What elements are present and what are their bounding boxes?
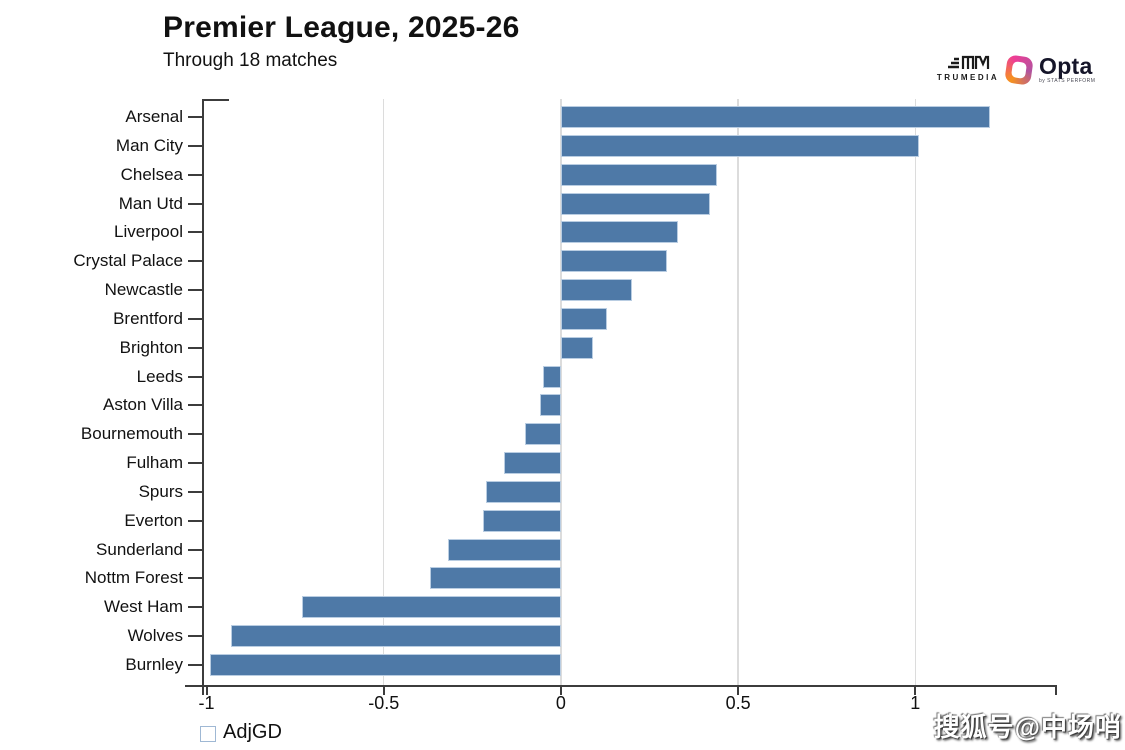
y-axis-tick <box>188 317 203 320</box>
bar-crystal-palace <box>560 250 668 273</box>
opta-sublabel: by STATS PERFORM <box>1039 78 1096 84</box>
bar-newcastle <box>560 279 632 302</box>
y-axis-tick <box>188 116 203 118</box>
x-axis-label: 1 <box>910 693 921 713</box>
category-label-fulham: Fulham <box>126 453 183 473</box>
bar-leeds <box>543 365 561 388</box>
x-axis-label: 0 <box>555 693 566 713</box>
y-axis-tick <box>188 231 203 234</box>
category-label-liverpool: Liverpool <box>114 222 183 242</box>
y-axis-tick <box>188 433 203 436</box>
x-axis-tick <box>382 686 385 695</box>
opta-ring-icon <box>1004 53 1034 86</box>
bar-spurs <box>486 480 561 503</box>
category-label-bournemouth: Bournemouth <box>80 424 183 444</box>
y-axis-tick <box>188 548 203 551</box>
trumedia-logo: TRUMEDIA <box>936 54 1000 82</box>
bar-bournemouth <box>525 423 561 446</box>
y-axis-tick <box>188 404 203 407</box>
y-axis-tick <box>188 173 203 176</box>
y-axis-tick <box>188 289 203 292</box>
x-axis-tick <box>205 686 208 695</box>
bar-brighton <box>560 336 593 359</box>
y-axis-tick <box>188 490 203 493</box>
category-label-chelsea: Chelsea <box>120 164 183 184</box>
x-axis-end-tick <box>1055 686 1057 695</box>
y-axis-tick <box>188 375 203 378</box>
bar-arsenal <box>560 106 990 128</box>
bar-liverpool <box>560 221 678 244</box>
opta-logo: Opta by STATS PERFORM <box>1004 53 1096 86</box>
bar-sunderland <box>447 538 561 561</box>
category-label-arsenal: Arsenal <box>125 107 183 126</box>
bar-man-utd <box>560 192 710 215</box>
y-axis-tick <box>188 260 203 263</box>
category-label-nottm-forest: Nottm Forest <box>84 568 183 588</box>
bar-chart-plot <box>203 97 1057 687</box>
y-axis-tick <box>188 144 203 147</box>
trumedia-icon <box>948 55 990 69</box>
x-axis-label: 0.5 <box>725 693 751 713</box>
category-label-leeds: Leeds <box>136 366 183 386</box>
legend: AdjGD <box>200 721 282 744</box>
category-label-west-ham: West Ham <box>103 597 183 617</box>
bar-brentford <box>560 307 607 330</box>
x-axis-line <box>185 685 1057 687</box>
gridline-1 <box>914 99 916 687</box>
category-label-crystal-palace: Crystal Palace <box>73 251 183 271</box>
x-axis-tick <box>914 686 917 695</box>
y-axis-tick <box>188 635 203 638</box>
y-axis-tick <box>188 663 203 666</box>
page-subtitle: Through 18 matches <box>163 50 338 71</box>
bar-man-city <box>560 134 919 157</box>
x-axis-label: -0.5 <box>368 693 400 713</box>
watermark: 搜狐号@中场哨 <box>933 712 1122 742</box>
bar-nottm-forest <box>429 567 561 590</box>
category-label-brentford: Brentford <box>113 308 183 328</box>
bar-aston-villa <box>539 394 561 417</box>
x-axis-tick <box>559 686 562 695</box>
gridline-0.5 <box>737 99 739 687</box>
category-label-newcastle: Newcastle <box>104 280 183 300</box>
bar-everton <box>482 509 561 532</box>
page-title: Premier League, 2025-26 <box>163 11 520 44</box>
category-label-burnley: Burnley <box>125 654 183 674</box>
x-axis-label: -1 <box>198 693 215 713</box>
y-axis-tick <box>188 606 203 609</box>
bar-burnley <box>210 653 561 676</box>
category-label-sunderland: Sunderland <box>96 539 183 559</box>
bar-fulham <box>504 452 561 475</box>
category-label-man-city: Man City <box>115 135 183 155</box>
y-axis-tick <box>188 202 203 205</box>
bar-west-ham <box>302 596 561 619</box>
category-label-brighton: Brighton <box>119 337 183 357</box>
legend-label: AdjGD <box>223 721 282 743</box>
opta-label: Opta <box>1039 53 1093 79</box>
bar-chelsea <box>560 163 717 186</box>
trumedia-label: TRUMEDIA <box>936 73 1000 82</box>
y-axis-tick <box>188 462 203 465</box>
gridline--0.5 <box>382 99 385 687</box>
category-label-everton: Everton <box>124 510 183 530</box>
y-axis-tick <box>188 519 203 522</box>
legend-swatch <box>200 726 216 742</box>
gridline-0 <box>560 99 562 687</box>
y-axis-tick <box>188 577 203 580</box>
y-axis-line <box>202 99 204 695</box>
category-label-wolves: Wolves <box>127 626 183 646</box>
x-axis-tick <box>737 686 740 695</box>
category-label-spurs: Spurs <box>138 481 183 501</box>
y-axis-tick <box>188 346 203 349</box>
y-axis-top-tick <box>202 99 229 101</box>
category-label-man-utd: Man Utd <box>118 193 183 213</box>
category-label-aston-villa: Aston Villa <box>102 395 183 415</box>
bar-wolves <box>231 625 561 648</box>
